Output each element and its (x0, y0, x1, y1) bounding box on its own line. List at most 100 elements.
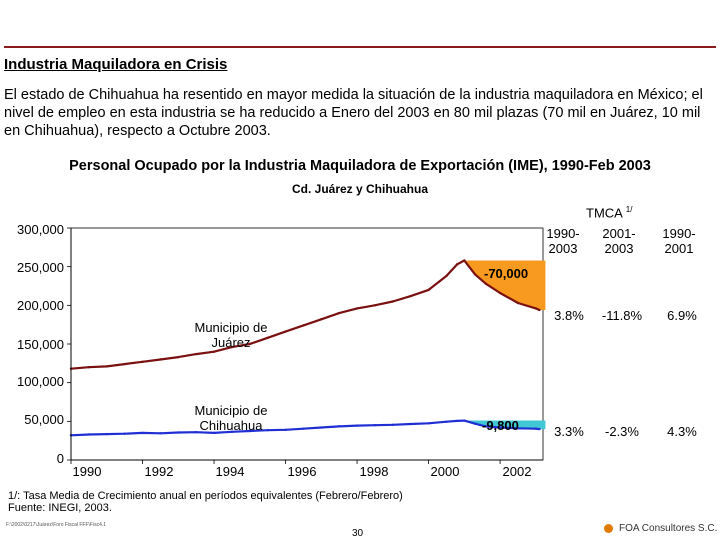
page-number: 30 (352, 528, 364, 539)
point-0-5 (159, 358, 162, 361)
drop-fill-1 (464, 420, 546, 430)
point-1-16 (355, 424, 359, 427)
point-1-25 (484, 425, 487, 428)
point-0-19 (409, 294, 412, 298)
point-0-21 (445, 274, 448, 278)
tmca-footnote-mark: 1/ (625, 205, 633, 214)
title-rule (4, 46, 716, 48)
file-path: F:\2002\0217\Juárez\Foro Fiscal FFF\Fisc… (6, 522, 107, 528)
point-0-26 (498, 291, 502, 295)
label-juarez: Municipio de Juárez (194, 320, 268, 350)
point-1-5 (159, 432, 162, 435)
label-chihuahua: Municipio de Chihuahua (194, 403, 268, 433)
point-1-12 (284, 428, 287, 432)
axes (67, 227, 543, 464)
point-1-24 (473, 422, 477, 425)
point-1-17 (373, 424, 377, 427)
series-lines (69, 259, 541, 437)
brand-name: FOA Consultores S.C. (619, 523, 718, 534)
point-0-16 (355, 307, 359, 310)
point-0-4 (141, 360, 144, 363)
point-1-22 (455, 419, 459, 423)
x-tick-1990: 1990 (72, 464, 102, 479)
tmca-col-1990-2003: 1990-2003 (546, 226, 580, 256)
point-1-10 (248, 429, 251, 433)
tmca-col-1990-2001: 1990-2001 (662, 226, 696, 256)
x-tick-1994: 1994 (215, 464, 245, 479)
point-1-23 (463, 419, 466, 422)
point-0-1 (87, 366, 91, 369)
footnote: 1/: Tasa Media de Crecimiento anual en p… (8, 490, 403, 502)
point-0-11 (266, 336, 269, 340)
y-tick-250000: 250,000 (17, 260, 64, 275)
point-1-20 (427, 422, 430, 425)
tmca-col-2001-2003: 2001-2003 (602, 226, 636, 256)
point-0-14 (320, 318, 323, 321)
x-tick-2002: 2002 (502, 464, 532, 479)
point-1-26 (498, 426, 502, 429)
x-tick-1998: 1998 (359, 464, 389, 479)
tmca-chihuahua-1990-2003: 3.3% (554, 424, 584, 439)
point-1-4 (141, 431, 144, 435)
series-line-0 (70, 259, 540, 370)
drop-fill-0 (464, 260, 546, 310)
point-0-3 (123, 362, 126, 366)
point-0-17 (373, 304, 377, 307)
point-1-13 (302, 427, 305, 430)
y-tick-200000: 200,000 (17, 298, 64, 313)
source: Fuente: INEGI, 2003. (8, 502, 112, 514)
point-0-29 (538, 308, 541, 312)
point-1-14 (320, 426, 323, 429)
point-0-15 (337, 311, 341, 315)
tmca-title-text: TMCA (586, 205, 623, 221)
point-1-8 (212, 431, 216, 435)
point-0-25 (484, 282, 487, 285)
point-0-2 (105, 365, 108, 368)
chart-title: Personal Ocupado por la Industria Maquil… (69, 158, 651, 174)
point-0-23 (463, 259, 466, 262)
point-0-18 (391, 300, 395, 303)
slide-title: Industria Maquiladora en Crisis (4, 56, 228, 73)
point-0-9 (230, 345, 234, 349)
chart-subtitle: Cd. Juárez y Chihuahua (291, 182, 429, 196)
tmca-chihuahua-2001-2003: -2.3% (605, 424, 639, 439)
annotation-juarez-drop: -70,000 (484, 266, 529, 281)
drop-fills (464, 260, 546, 430)
point-1-2 (105, 432, 108, 436)
y-tick-300000: 300,000 (17, 222, 64, 237)
point-0-24 (473, 273, 477, 276)
point-1-11 (266, 429, 269, 432)
point-1-6 (177, 431, 180, 434)
series-line-1 (70, 419, 540, 437)
point-1-18 (391, 423, 395, 427)
point-0-7 (194, 352, 198, 356)
point-1-21 (445, 420, 448, 423)
tmca-chihuahua-1990-2001: 4.3% (667, 424, 697, 439)
y-tick-100000: 100,000 (17, 374, 64, 389)
y-tick-50000: 50,000 (24, 412, 64, 427)
point-1-9 (230, 430, 234, 433)
point-0-10 (248, 342, 251, 346)
x-tick-2000: 2000 (430, 464, 460, 479)
point-1-19 (409, 422, 412, 426)
point-0-20 (427, 288, 430, 292)
point-1-29 (538, 427, 541, 431)
point-1-27 (516, 427, 520, 430)
point-1-7 (194, 430, 198, 434)
x-tick-1996: 1996 (287, 464, 317, 479)
point-1-1 (87, 433, 91, 436)
point-1-3 (123, 432, 126, 435)
tmca-juarez-1990-2001: 6.9% (667, 308, 697, 323)
annotation-chihuahua-drop: -9,800 (482, 418, 519, 433)
point-1-28 (534, 427, 538, 430)
y-tick-150000: 150,000 (17, 337, 64, 352)
tmca-juarez-2001-2003: -11.8% (601, 308, 643, 323)
point-0-6 (177, 355, 180, 359)
point-0-28 (534, 307, 538, 310)
x-tick-1992: 1992 (144, 464, 174, 479)
brand: FOA Consultores S.C. (604, 523, 717, 534)
brand-logo-icon (604, 523, 613, 533)
point-0-12 (284, 330, 287, 333)
point-0-22 (455, 263, 459, 266)
